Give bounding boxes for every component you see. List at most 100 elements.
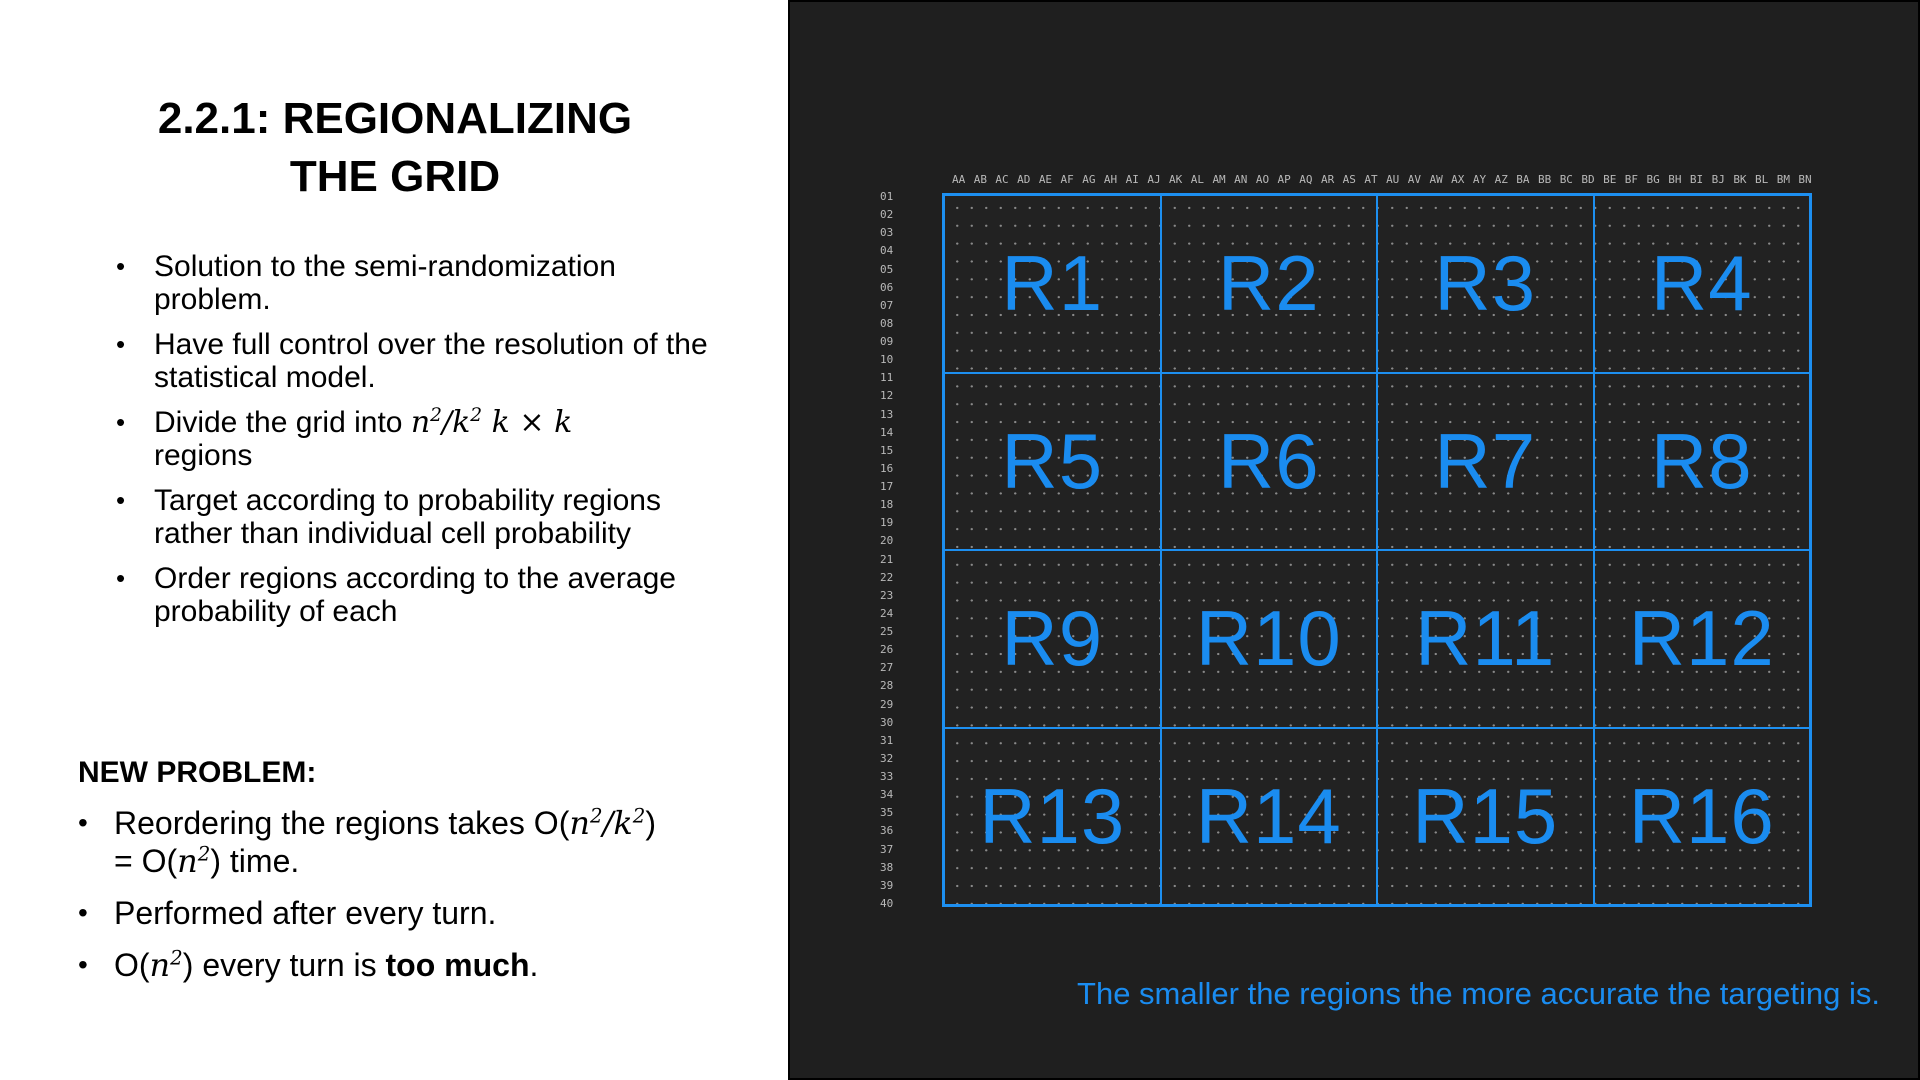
column-label: AS (1342, 173, 1356, 186)
bullet-item-divide: Divide the grid into n2/k2 k × k regions (114, 406, 714, 472)
region-label: R16 (1628, 771, 1775, 860)
column-label: AM (1212, 173, 1226, 186)
row-label: 34 (880, 788, 894, 802)
row-label: 02 (880, 208, 894, 222)
column-label: AR (1320, 173, 1335, 186)
new-problem-item: Performed after every turn. (74, 894, 754, 932)
region-label: R4 (1650, 239, 1753, 328)
row-label: 06 (880, 280, 894, 294)
column-label: AL (1190, 173, 1204, 186)
column-label: BM (1776, 173, 1790, 186)
row-label: 25 (880, 625, 894, 638)
region-cell: R10 (1160, 550, 1377, 728)
column-label: AJ (1147, 173, 1161, 186)
region-cell: R15 (1377, 727, 1594, 905)
new-problem-item-cost: O(n2) every turn is too much. (74, 946, 754, 984)
column-label: BE (1603, 173, 1617, 186)
item-text: ) time. (210, 843, 300, 879)
item-text: = O( (114, 843, 178, 879)
region-cell: R1 (944, 195, 1161, 373)
row-label: 18 (880, 498, 894, 512)
row-label: 13 (880, 407, 894, 421)
row-label: 35 (880, 806, 894, 820)
column-label: AN (1234, 173, 1248, 186)
column-label: AZ (1494, 173, 1508, 186)
complexity-formula: n2 (149, 946, 183, 984)
column-label: BH (1668, 173, 1682, 186)
column-label: AD (1017, 173, 1031, 186)
column-label: AE (1038, 173, 1053, 186)
column-label: BK (1733, 173, 1747, 186)
row-label: 30 (880, 715, 894, 729)
region-label: R5 (1001, 416, 1104, 505)
column-label: AT (1364, 173, 1378, 186)
region-cell: R11 (1377, 550, 1594, 728)
divide-formula: n2/k2 k × k (410, 405, 573, 440)
column-labels: AA AB AC AD AE AF AG AH AI AJ AK AL AM AN AO AP AQ AR AS AT… (952, 173, 1812, 187)
region-label: R13 (979, 771, 1126, 860)
column-label: BF (1624, 173, 1639, 186)
region-cell: R14 (1160, 727, 1377, 905)
column-label: AC (995, 173, 1009, 186)
row-label: 24 (880, 606, 894, 620)
row-label: 38 (880, 860, 894, 874)
row-label: 29 (880, 697, 894, 711)
emphasis-text: too much (385, 947, 530, 983)
row-label: 12 (880, 389, 894, 403)
region-cell: R6 (1160, 372, 1377, 550)
region-cell: R5 (944, 372, 1161, 550)
row-label: 27 (880, 661, 894, 675)
column-label: BA (1516, 173, 1530, 186)
complexity-formula: n2/k2 (569, 804, 646, 842)
column-label: AK (1169, 173, 1183, 186)
region-label: R7 (1434, 416, 1537, 505)
column-label: BD (1581, 173, 1595, 186)
row-label: 22 (880, 570, 894, 584)
region-cell: R2 (1160, 195, 1377, 373)
new-problem-heading: NEW PROBLEM: (78, 756, 317, 789)
item-text: O( (114, 947, 150, 983)
region-label: R9 (1001, 594, 1104, 683)
region-label: R14 (1195, 771, 1342, 860)
row-label: 19 (880, 516, 894, 530)
item-text: Reordering the regions takes O( (114, 805, 570, 841)
row-label: 03 (880, 226, 894, 240)
row-label: 05 (880, 262, 894, 276)
region-cell: R3 (1377, 195, 1594, 373)
row-label: 04 (880, 244, 894, 258)
bullet-item: Solution to the semi-randomization probl… (114, 250, 714, 316)
region-label: R12 (1628, 594, 1775, 683)
region-label: R2 (1217, 239, 1320, 328)
row-label: 33 (880, 770, 894, 783)
slide-title: 2.2.1: REGIONALIZING THE GRID (157, 94, 633, 201)
bullet-list: Solution to the semi-randomization probl… (114, 250, 714, 640)
column-label: AQ (1299, 173, 1313, 186)
region-cell: R4 (1593, 195, 1810, 373)
row-label: 14 (880, 425, 894, 439)
region-cell: R13 (944, 727, 1161, 905)
divide-suffix: regions (154, 439, 253, 472)
row-label: 26 (880, 643, 894, 657)
region-grid: R1 R2 R3 R4 R5 R6 R7 R8 R9 R10 R11 R12 R13 R14 R15 R16 (942, 193, 1812, 907)
column-label: AF (1060, 173, 1074, 186)
column-label: AV (1407, 173, 1422, 186)
column-label: BI (1689, 173, 1704, 186)
row-label: 20 (880, 534, 894, 548)
column-label: BG (1646, 173, 1660, 186)
row-label: 11 (880, 371, 894, 385)
row-label: 09 (880, 335, 894, 348)
column-label: BC (1559, 173, 1573, 186)
row-label: 15 (880, 443, 894, 457)
bullet-item: Have full control over the resolution of… (114, 328, 714, 394)
item-text: . (529, 947, 539, 983)
bullet-item: Target according to probability regions … (114, 484, 714, 550)
new-problem-list: Reordering the regions takes O(n2/k2) = O… (74, 804, 754, 998)
grid-caption: The smaller the regions the more accurat… (1077, 976, 1880, 1011)
row-label: 40 (880, 896, 894, 910)
item-text: ) every turn is (182, 947, 386, 983)
column-label: AB (973, 173, 987, 186)
column-label: AP (1277, 173, 1291, 186)
row-label: 17 (880, 480, 894, 493)
region-label: R11 (1415, 594, 1556, 683)
region-cell: R8 (1593, 372, 1810, 550)
